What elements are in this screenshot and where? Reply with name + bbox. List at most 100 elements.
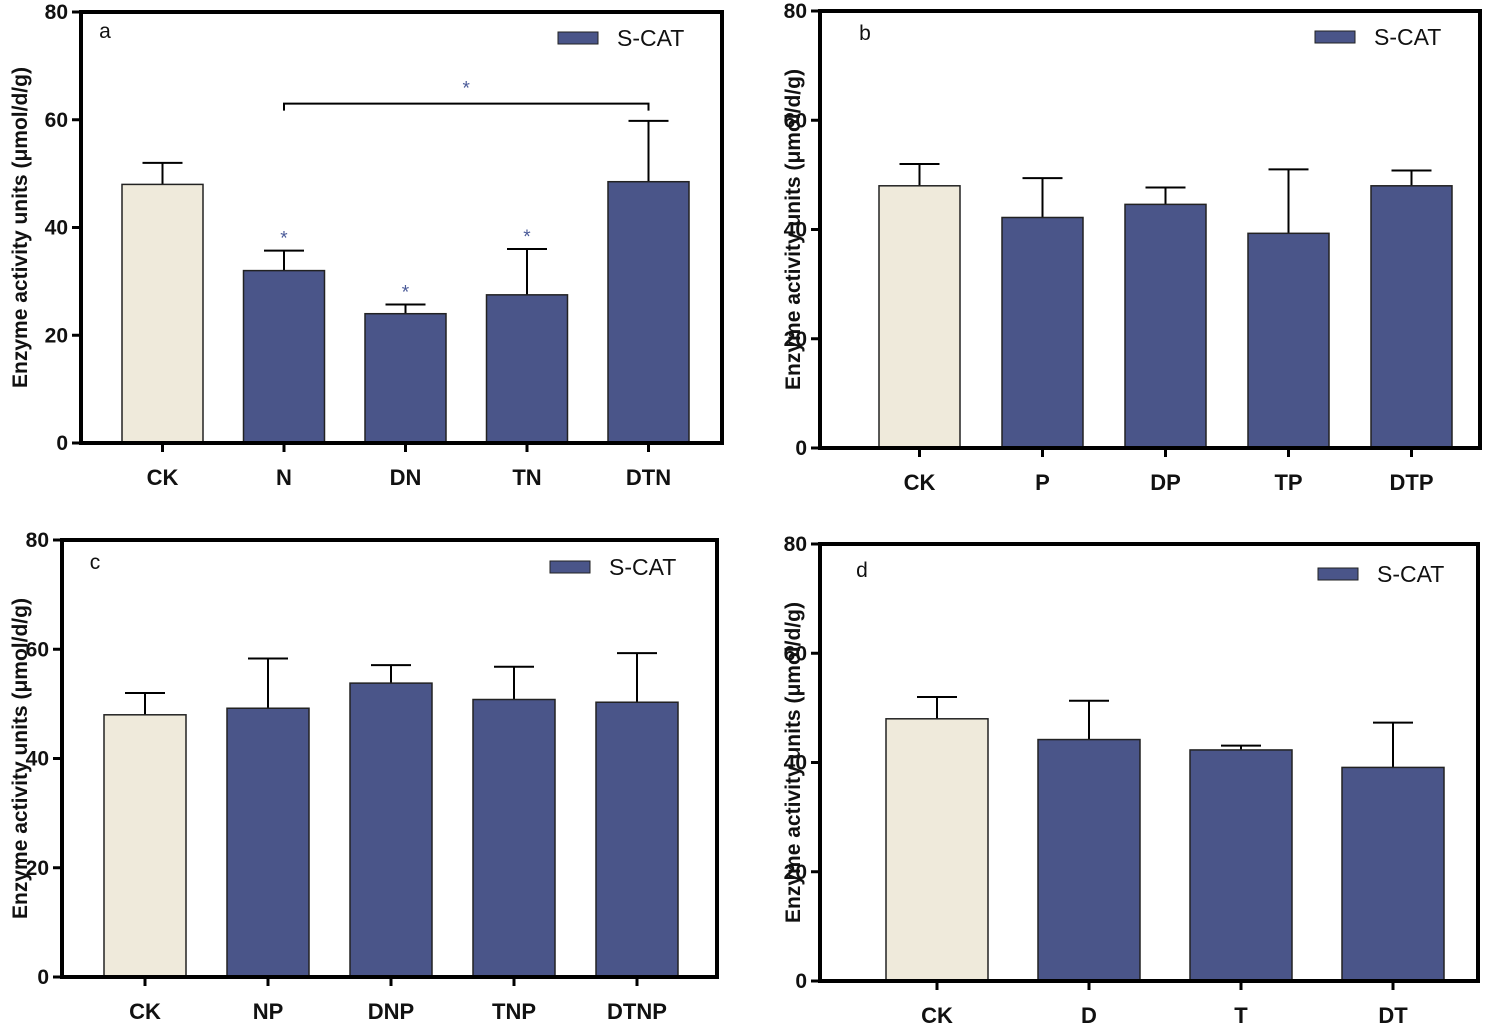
panel-letter: b bbox=[859, 22, 871, 45]
error-bar-d bbox=[1069, 699, 1109, 740]
bar-p bbox=[1001, 216, 1084, 449]
y-tick-label-0: 0 bbox=[795, 970, 807, 993]
y-tick-label-0: 0 bbox=[56, 432, 68, 455]
category-label-ck: CK bbox=[904, 470, 936, 495]
panel-letter: a bbox=[99, 20, 111, 43]
panel-letter: d bbox=[856, 559, 868, 582]
y-tick-label-80: 80 bbox=[45, 1, 68, 24]
panel-b: CK P DP TP DTP 0 20 40 60 80 Enzyme activity units… bbox=[782, 0, 1482, 495]
category-label-tnp: TNP bbox=[492, 999, 536, 1024]
bar-tp bbox=[1247, 232, 1330, 449]
category-label-p: P bbox=[1035, 470, 1050, 495]
legend-swatch bbox=[557, 31, 599, 45]
category-label-dn: DN bbox=[390, 465, 422, 490]
panel-a: CK N * DN * TN * DTN * 0 20 40 60 80 Enzyme activity u… bbox=[9, 1, 724, 490]
legend-swatch bbox=[1317, 567, 1359, 581]
category-label-dt: DT bbox=[1378, 1003, 1408, 1028]
category-label-dtn: DTN bbox=[626, 465, 671, 490]
legend-label: S-CAT bbox=[1374, 24, 1441, 50]
bar-dnp bbox=[349, 682, 433, 978]
bar-dtnp bbox=[595, 701, 679, 978]
y-tick-label-40: 40 bbox=[784, 752, 807, 775]
y-tick-label-20: 20 bbox=[784, 861, 807, 884]
error-bar-ck bbox=[899, 162, 940, 186]
y-tick-label-60: 60 bbox=[784, 109, 807, 132]
bar-t bbox=[1189, 749, 1293, 982]
category-label-ck: CK bbox=[129, 999, 161, 1024]
error-bar-dp bbox=[1145, 186, 1186, 205]
category-label-dp: DP bbox=[1150, 470, 1181, 495]
y-axis-label: Enzyme activity units (μmol/d/g) bbox=[782, 69, 805, 390]
legend: S-CAT bbox=[1317, 561, 1444, 587]
error-bar-tp bbox=[1268, 168, 1309, 234]
panel-letter: c bbox=[90, 551, 101, 574]
error-bar-dn bbox=[385, 303, 426, 314]
y-tick-label-80: 80 bbox=[784, 533, 807, 556]
error-bar-tn bbox=[507, 248, 547, 295]
y-tick-label-80: 80 bbox=[26, 529, 49, 552]
bar-ck bbox=[878, 185, 961, 449]
category-label-dtp: DTP bbox=[1390, 470, 1434, 495]
error-bar-dtnp bbox=[617, 652, 657, 703]
legend-label: S-CAT bbox=[617, 25, 684, 51]
bar-np bbox=[226, 707, 310, 978]
y-tick-label-20: 20 bbox=[45, 324, 68, 347]
category-label-t: T bbox=[1234, 1003, 1248, 1028]
category-label-n: N bbox=[276, 465, 292, 490]
y-tick-label-0: 0 bbox=[37, 966, 49, 989]
legend: S-CAT bbox=[557, 25, 684, 51]
category-label-dtnp: DTNP bbox=[607, 999, 667, 1024]
significance-bracket: * bbox=[283, 79, 650, 111]
legend-swatch bbox=[1314, 30, 1356, 44]
error-bar-ck bbox=[125, 691, 165, 715]
y-tick-label-40: 40 bbox=[45, 217, 68, 240]
category-label-d: D bbox=[1081, 1003, 1097, 1028]
y-axis-label: Enzyme activity units (μmol/d/g) bbox=[782, 602, 805, 923]
y-tick-label-60: 60 bbox=[45, 109, 68, 132]
significance-star-tn: * bbox=[523, 227, 531, 248]
bar-dp bbox=[1124, 203, 1207, 449]
legend-label: S-CAT bbox=[1377, 561, 1444, 587]
y-tick-label-60: 60 bbox=[26, 638, 49, 661]
y-tick-label-20: 20 bbox=[784, 328, 807, 351]
category-label-ck: CK bbox=[921, 1003, 953, 1028]
bar-d bbox=[1037, 738, 1141, 982]
category-label-dnp: DNP bbox=[368, 999, 414, 1024]
y-axis-label: Enzyme activity units (μmol/d/g) bbox=[9, 598, 32, 919]
bar-tnp bbox=[472, 698, 556, 978]
category-label-tp: TP bbox=[1274, 470, 1302, 495]
y-tick-label-20: 20 bbox=[26, 857, 49, 880]
bar-dtp bbox=[1370, 185, 1453, 449]
bar-dn bbox=[364, 312, 447, 444]
category-label-tn: TN bbox=[512, 465, 541, 490]
bar-tn bbox=[485, 294, 569, 444]
y-axis-label: Enzyme activity units (μmol/d/g) bbox=[9, 67, 32, 388]
bar-ck bbox=[885, 718, 989, 982]
bar-ck bbox=[121, 183, 204, 444]
error-bar-dtp bbox=[1391, 169, 1432, 186]
bar-dt bbox=[1341, 766, 1445, 982]
legend-label: S-CAT bbox=[609, 554, 676, 580]
y-tick-label-40: 40 bbox=[784, 219, 807, 242]
legend: S-CAT bbox=[1314, 24, 1441, 50]
error-bar-tnp bbox=[494, 665, 534, 700]
error-bar-np bbox=[248, 657, 288, 709]
bracket-star: * bbox=[463, 79, 471, 100]
bar-ck bbox=[103, 714, 187, 978]
legend: S-CAT bbox=[549, 554, 676, 580]
error-bar-n bbox=[264, 249, 304, 271]
bar-n bbox=[242, 269, 326, 444]
error-bar-dtn bbox=[628, 119, 669, 182]
error-bar-ck bbox=[142, 161, 183, 185]
error-bar-ck bbox=[917, 695, 957, 719]
y-tick-label-40: 40 bbox=[26, 748, 49, 771]
significance-star-n: * bbox=[280, 229, 288, 250]
error-bar-dt bbox=[1373, 721, 1413, 768]
significance-star-dn: * bbox=[402, 283, 410, 304]
panel-c: CK NP DNP TNP DTNP 0 20 40 60 80 Enzyme activity u… bbox=[9, 529, 719, 1024]
y-tick-label-60: 60 bbox=[784, 642, 807, 665]
bar-dtn bbox=[607, 180, 690, 444]
category-label-np: NP bbox=[253, 999, 284, 1024]
